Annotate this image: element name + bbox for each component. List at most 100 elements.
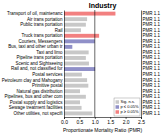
right-label: PMR 1.1 [143,50,161,55]
tick: Rail [55,28,63,33]
tick: Pipeline trans portation [16,55,63,60]
bar [64,39,95,43]
legend: Sig. n.s.p ≤ 0.05%p ≥ 0.05% [114,98,140,116]
category-label: Rail [55,28,63,33]
right-label: PMR 1.1 [143,66,161,71]
legend-frame [114,98,140,116]
category-label: Postal services [32,72,63,77]
tick: PMR 1.1 [143,55,161,60]
tick: PMR 1.1 [143,94,161,99]
category-label: Pipelines, bus and other com [4,94,62,99]
title: Industry [89,2,117,10]
right-label: PMR 1.1 [143,11,161,16]
tick: PMR 1.1 [143,28,161,33]
right-label: PMR 1.1 [143,22,161,27]
tick: Postal supply and logistics [10,100,64,105]
bar [64,111,92,115]
axis-line [64,11,65,118]
right-label: PMR 1.1 [143,39,161,44]
legend-swatch [116,100,120,104]
category-label: Couriers, Messengers [18,39,63,44]
category-label: Petroleum clay and Mahogany [2,78,64,83]
category-label: Other utilities, not specifi [13,111,62,116]
bar [64,100,80,104]
tick: 0.5 [76,117,83,125]
legend-swatch [116,105,120,109]
right-label: PMR 1.1 [143,94,161,99]
category-label: Primitive postal [32,83,63,88]
tick: 1.0 [92,117,99,125]
tick: Postal services [32,72,63,77]
category-label: Scenic and Sightseeing [15,61,63,66]
right-label: PMR 1.1 [143,61,161,66]
bar [64,56,86,60]
tick: PMR 1.1 [143,11,161,16]
tick: PMR 1.1 [143,105,161,110]
tick-label: 2.0 [123,119,130,125]
tick: PMR 1.1 [143,61,161,66]
tick: Petroleum clay and Mahogany [2,78,64,83]
tick: Air trans portation [27,17,63,22]
tick-label: 0.5 [76,119,83,125]
right-label: PMR 1.1 [143,72,161,77]
tick: 1.5 [107,117,114,125]
right-label: PMR 1.1 [143,83,161,88]
bar [64,106,82,110]
tick: PMR 1.1 [143,66,161,71]
tick: PMR 1.1 [143,89,161,94]
tick-label: 1.0 [92,119,99,125]
category-label: Taxi and limo [36,50,63,55]
legend-label: p ≥ 0.05% [121,109,139,114]
tick: 0.0 [61,117,68,125]
tick: PMR 1.1 [143,111,161,116]
plot-area [64,10,115,117]
tick: PMR 1.1 [143,33,161,38]
right-label: PMR 1.1 [143,111,161,116]
tick: Taxi and limo [36,50,63,55]
bar [64,73,82,77]
tick: Other utilities, not specifi [13,111,62,116]
bar [64,84,88,88]
category-label: Sewage treatment facilities [9,105,64,110]
tick: Scenic and Sightseeing [15,61,63,66]
category-label: Pipeline trans portation [16,55,63,60]
category-label: Air trans portation [27,17,63,22]
category-label: Bus, taxi and other urban tr [8,44,63,49]
tick: PMR 1.1 [143,44,161,49]
tick: Public trans portation [20,22,63,27]
bar [64,34,99,38]
category-label: Truck trans portation [21,33,63,38]
tick: Couriers, Messengers [18,39,63,44]
tick: 2.0 [123,117,130,125]
tick: Rail and, not classified for [11,66,63,71]
category-label: Rail and, not classified for [11,66,63,71]
tick-label: 2.5 [138,119,145,125]
chart: 0.0 0.5 1.0 1.5 2.0 2.5 Transport of oil, main… [0,0,162,135]
tick: Sewage treatment facilities [9,105,64,110]
tick: Pipelines, bus and other com [4,94,62,99]
bar [64,67,95,71]
tick: 2.5 [138,117,145,125]
bar [64,12,115,16]
bar [64,50,89,54]
tick: PMR 1.1 [143,50,161,55]
bar [64,95,86,99]
bar [64,17,87,21]
tick: Natural gas distribution [16,89,63,94]
bar [64,28,81,32]
right-label: PMR 1.1 [143,78,161,83]
bar [64,62,89,66]
category-label: Transport of oil, maintenanc [7,11,63,16]
tick: PMR 1.1 [143,78,161,83]
tick: PMR 1.1 [143,22,161,27]
tick: PMR 1.1 [143,100,161,105]
right-label: PMR 1.1 [143,105,161,110]
right-label: PMR 1.1 [143,28,161,33]
right-label: PMR 1.1 [143,33,161,38]
tick-label: 0.0 [61,119,68,125]
tick: PMR 1.1 [143,17,161,22]
tick: Transport of oil, maintenanc [7,11,63,16]
x-axis-title: Proportionate Mortality Ratio (PMR) [63,127,143,133]
bar [64,78,87,82]
bar [64,23,86,27]
